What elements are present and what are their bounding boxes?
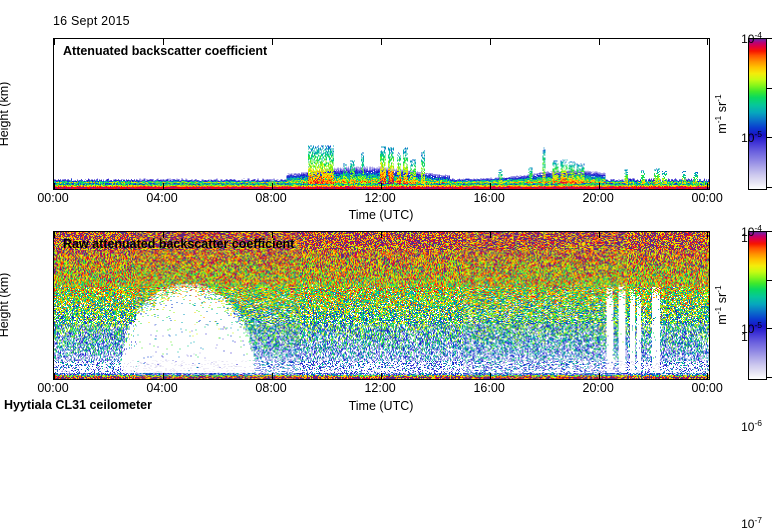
colorbar-tick-label: 10-6 [741,417,762,434]
x-tick [54,183,55,189]
heatmap-raw-attenuated-backscatter [54,232,709,379]
colorbar-tick: 10-5 [741,279,772,335]
colorbar-tick: 10-6 [741,328,772,433]
x-tick-top [490,232,492,238]
x-tick [163,183,165,189]
x-tick-label: 08:00 [255,191,287,206]
colorbar-tick: 10-7 [741,187,772,343]
y-axis-title-top: Height (km) [0,81,11,147]
x-tick-top [706,232,708,238]
x-tick [381,373,383,379]
x-tick-label: 12:00 [364,381,396,396]
colorbar-tick: 10-5 [741,87,772,144]
colorbar-tick: 10-4 [741,224,772,238]
y-tick: 1 [53,170,54,171]
y-tick: 2 [53,342,54,343]
y-tick: 3 [53,323,54,324]
colorbar-tick-label: 10-5 [741,320,762,337]
x-tick-top [381,39,383,45]
x-axis-title-bottom: Time (UTC) [348,399,414,413]
colorbar-tick: 10-4 [741,31,772,45]
panel-attenuated-backscatter: Attenuated backscatter coefficient 01234… [53,38,710,190]
panel-raw-attenuated-backscatter: Raw attenuated backscatter coefficient 0… [53,231,710,380]
x-tick-label: 00:00 [691,191,723,206]
x-tick-label: 16:00 [473,191,505,206]
x-tick-top [54,232,55,238]
y-tick: 1 [53,360,54,361]
x-tick-label: 04:00 [146,191,178,206]
date-label: 16 Sept 2015 [53,14,130,28]
colorbar-tick-label: 10-4 [741,30,762,46]
y-tick: 7 [53,58,54,59]
x-tick-top [706,39,708,45]
x-tick-label: 00:00 [691,381,723,396]
x-tick [381,183,383,189]
y-tick: 5 [53,95,54,96]
x-tick [272,373,274,379]
colorbar-tick-label: 10-4 [741,223,762,239]
x-tick-top [163,39,165,45]
x-tick-label: 04:00 [146,381,178,396]
y-tick: 5 [53,287,54,288]
y-tick: 6 [53,269,54,270]
x-tick-label: 00:00 [37,381,69,396]
x-tick [490,373,492,379]
x-tick-top [272,232,274,238]
x-tick-label: 20:00 [582,191,614,206]
x-tick-label: 00:00 [37,191,69,206]
y-tick: 4 [53,305,54,306]
plot-area-top [54,39,709,189]
x-tick-top [599,232,601,238]
y-tick: 7 [53,250,54,251]
x-tick [706,183,708,189]
footer-station-label: Hyytiala CL31 ceilometer [4,398,152,412]
x-tick [490,183,492,189]
x-tick [706,373,708,379]
figure-root: 16 Sept 2015 Attenuated backscatter coef… [0,14,772,530]
y-axis-title-bottom: Height (km) [0,272,11,338]
x-tick-top [163,232,165,238]
y-tick: 3 [53,132,54,133]
x-tick [54,373,55,379]
x-tick-top [54,39,55,45]
x-tick [599,373,601,379]
colorbar-tick: 10-7 [741,377,772,530]
y-tick: 6 [53,76,54,77]
x-axis-title-top: Time (UTC) [348,208,414,222]
colorbar-title-top: m-1 sr-1 [712,94,729,134]
y-tick: 2 [53,151,54,152]
y-tick: 4 [53,114,54,115]
x-tick-label: 12:00 [364,191,396,206]
colorbar-bottom: 10-4 10-5 10-6 10-7 [741,224,772,530]
colorbar-top: 10-410-510-610-7 [741,31,772,343]
colorbar-tick: 10-6 [741,137,772,244]
x-tick-label: 08:00 [255,381,287,396]
x-tick-label: 16:00 [473,381,505,396]
x-tick [272,183,274,189]
x-tick-top [272,39,274,45]
plot-area-bottom [54,232,709,379]
x-tick-label: 20:00 [582,381,614,396]
x-tick-top [490,39,492,45]
heatmap-attenuated-backscatter [54,39,709,189]
x-tick-top [599,39,601,45]
colorbar-gradient-top [748,38,767,190]
x-tick-top [381,232,383,238]
colorbar-gradient-bottom [748,231,767,380]
x-tick [163,373,165,379]
colorbar-tick-label: 10-7 [741,515,762,531]
x-tick [599,183,601,189]
colorbar-tick-label: 10-5 [741,129,762,146]
colorbar-title-bottom: m-1 sr-1 [712,285,729,325]
